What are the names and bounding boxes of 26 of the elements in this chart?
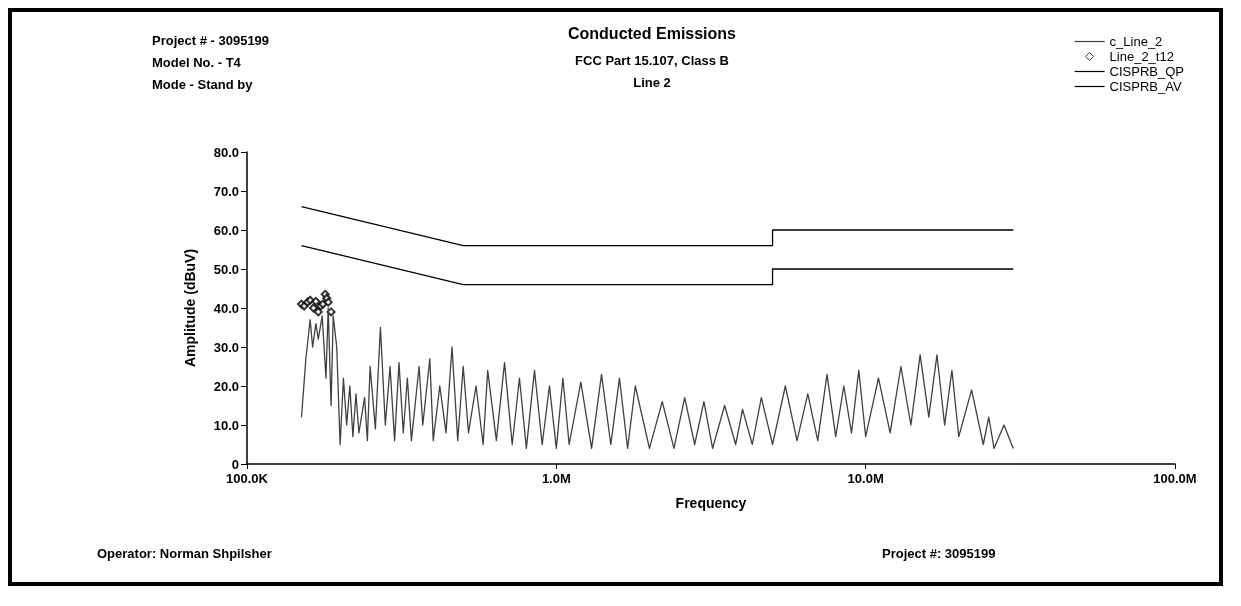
chart-title: Conducted Emissions — [567, 24, 737, 42]
y-tick-label: 60.0 — [213, 222, 239, 238]
legend-label: CISPRB_QP — [1109, 64, 1185, 79]
text: Mode - Stand by — [152, 77, 254, 92]
text: Project # - 3095199 — [152, 33, 270, 48]
text: Model No. - T4 — [152, 55, 242, 70]
x-tick-label: 1.0M — [541, 471, 571, 486]
y-tick-label: 20.0 — [213, 378, 239, 394]
x-axis-title: Frequency — [675, 495, 747, 511]
y-axis-title: Amplitude (dBuV) — [182, 248, 198, 368]
x-tick-label: 10.0M — [847, 471, 884, 486]
legend-label: c_Line_2 — [1109, 34, 1163, 49]
y-tick-label: 30.0 — [213, 339, 239, 355]
y-tick-label: 40.0 — [213, 300, 239, 316]
y-tick-label: 0 — [231, 456, 239, 472]
y-tick-label: 50.0 — [213, 261, 239, 277]
legend-label: Line_2_t12 — [1109, 49, 1174, 64]
x-tick-label: 100.0K — [226, 471, 269, 486]
y-tick-label: 10.0 — [213, 417, 239, 433]
y-tick-label: 70.0 — [213, 183, 239, 199]
y-tick-label: 80.0 — [213, 144, 239, 160]
legend-label: CISPRB_AV — [1109, 79, 1182, 94]
chart-subtitle: FCC Part 15.107, Class B Line 2 — [575, 52, 729, 90]
text: Operator: Norman Shpilsher — [97, 546, 272, 561]
x-tick-label: 100.0M — [1153, 471, 1197, 486]
text: Project #: 3095199 — [882, 546, 996, 561]
